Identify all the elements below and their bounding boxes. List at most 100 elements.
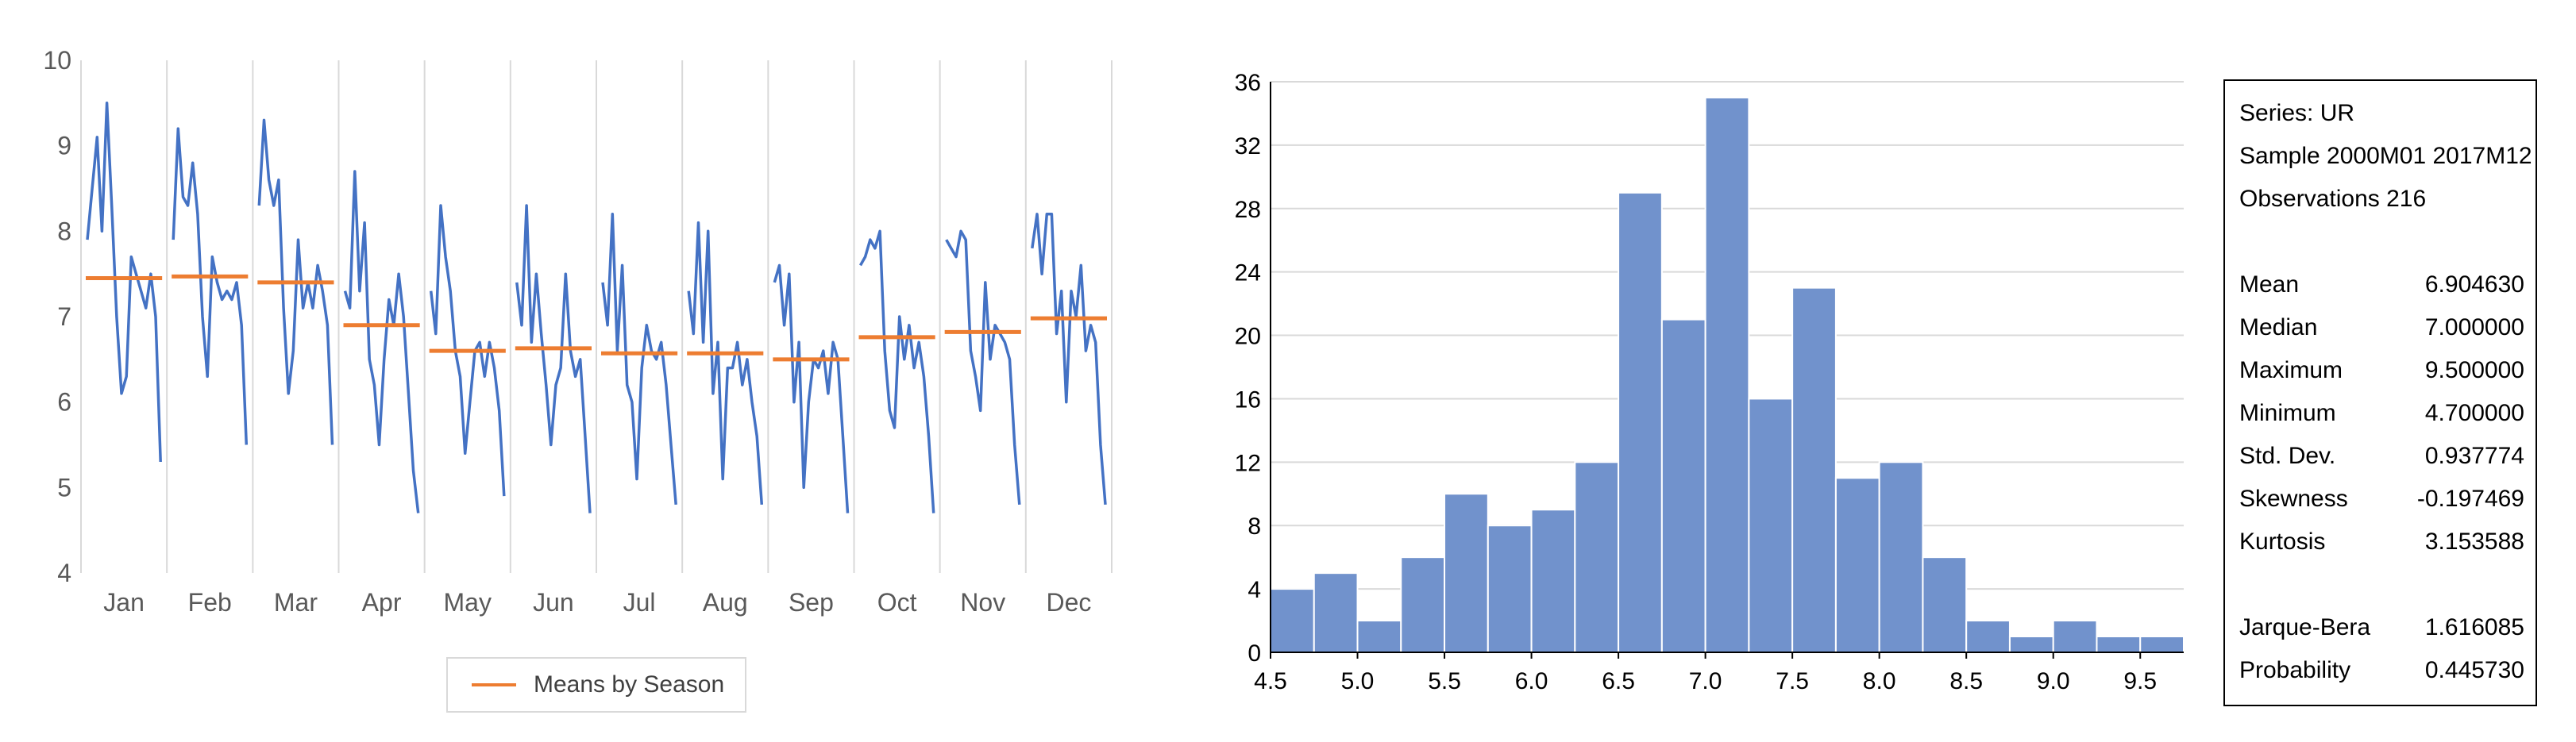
series-line-feb [172,127,249,445]
x-tick-label: Dec [1046,588,1091,617]
histogram-bar [1834,477,1880,653]
x-tick-label: 6.5 [1602,668,1635,694]
histogram-bar [2052,620,2098,653]
y-tick-label: 16 [1235,386,1261,413]
series-line-mar [257,118,334,445]
histogram-bar [1704,96,1750,653]
stats-row-maximum: Maximum 9.500000 [2239,349,2524,392]
x-tick-label: 9.0 [2037,668,2070,694]
stats-value: 7.000000 [2424,314,2524,340]
x-tick-label: 8.0 [1863,668,1896,694]
stats-value: 6.904630 [2424,271,2524,298]
x-tick-label: Oct [877,588,917,617]
stats-label: Mean [2239,271,2300,298]
stats-label: Probability [2239,657,2351,683]
y-tick-label: 36 [1235,70,1261,96]
stats-spacer [2239,563,2524,606]
histogram-bar [2008,636,2054,653]
histogram-bar [1618,191,1663,654]
chart-legend: Means by Season [446,657,746,713]
histogram-bar [1922,556,1968,654]
histogram-bar [1313,572,1359,654]
x-tick-label: 7.5 [1776,668,1809,694]
series-line-jan [86,102,162,463]
series-line-jul [601,213,677,506]
y-tick-label: 12 [1235,450,1261,476]
x-tick-label: 5.0 [1341,668,1375,694]
stats-row-kurtosis: Kurtosis 3.153588 [2239,521,2524,563]
histogram-bar [2096,636,2142,653]
histogram-bar [1791,286,1837,653]
y-tick-label: 24 [1235,260,1261,286]
stats-series: Series: UR [2239,100,2355,126]
y-tick-label: 20 [1235,324,1261,350]
series-line-apr [343,170,420,513]
x-tick-label: Jun [533,588,574,617]
x-tick-label: Jan [103,588,145,617]
y-tick-label: 28 [1235,197,1261,223]
series-line-nov [945,229,1021,506]
stats-value: 0.445730 [2424,657,2524,683]
x-tick-label: 9.5 [2123,668,2157,694]
x-tick-label: Nov [960,588,1005,617]
stats-label: Kurtosis [2239,529,2326,555]
stats-row-median: Median 7.000000 [2239,306,2524,349]
legend-label-means: Means by Season [534,671,725,698]
stats-label: Median [2239,314,2318,340]
series-line-jun [515,204,592,513]
stats-label: Minimum [2239,400,2336,426]
x-tick-label: 7.0 [1689,668,1722,694]
stats-row-minimum: Minimum 4.700000 [2239,392,2524,435]
histogram-bar [1487,525,1533,653]
histogram-bar [2139,636,2185,653]
y-tick-label: 32 [1235,133,1261,160]
stats-value: -0.197469 [2416,486,2524,512]
x-tick-label: Sep [789,588,834,617]
stats-value: 1.616085 [2424,614,2524,640]
stats-value: 3.153588 [2424,529,2524,555]
y-tick-label: 8 [57,217,71,245]
series-line-sep [773,263,850,513]
stats-spacer [2239,221,2524,263]
stats-label: Jarque-Bera [2239,614,2371,640]
histogram-bar [1356,620,1402,653]
series-line-oct [858,229,935,513]
histogram-bar [1530,509,1576,653]
histogram-bar [1878,461,1924,653]
histogram-chart: 0 4 8 12 16 20 24 28 32 36 4.5 5.0 5.5 6.0 6.5 7.0 7.5 8.… [1235,70,2185,694]
histogram-bar [1574,461,1620,653]
y-tick-label: 10 [43,46,71,75]
stats-label: Maximum [2239,357,2343,383]
x-tick-label: Mar [274,588,318,617]
series-line-dec [1031,213,1107,506]
histogram-bar [1965,620,2011,653]
stats-label: Skewness [2239,486,2348,512]
legend-swatch-means [472,683,516,686]
y-tick-label: 6 [57,388,71,417]
stats-row-mean: Mean 6.904630 [2239,263,2524,306]
stats-label: Std. Dev. [2239,443,2336,469]
x-tick-label: Feb [188,588,232,617]
histogram-bar [1270,588,1315,653]
series-line-may [429,204,506,497]
x-tick-label: 5.5 [1428,668,1461,694]
y-tick-label: 0 [1248,640,1261,667]
x-tick-label: Aug [703,588,748,617]
stats-row-probability: Probability 0.445730 [2239,649,2524,692]
seasonal-subseries-chart: 4 5 6 7 8 9 10 Jan Feb Mar Apr May Jun Jul Aug Sep Oct No… [43,46,1113,617]
y-tick-label: 4 [57,559,71,587]
stats-value: 0.937774 [2424,443,2524,469]
stats-row-std-dev: Std. Dev. 0.937774 [2239,435,2524,478]
x-tick-label: 6.0 [1515,668,1548,694]
stats-row-skewness: Skewness -0.197469 [2239,478,2524,521]
y-tick-label: 5 [57,473,71,502]
series-line-aug [687,221,764,506]
histogram-bar [1400,556,1446,654]
y-tick-label: 8 [1248,513,1261,540]
stats-row-jarque-bera: Jarque-Bera 1.616085 [2239,606,2524,649]
y-tick-label: 4 [1248,577,1261,603]
x-tick-label: Apr [362,588,402,617]
stats-observations: Observations 216 [2239,186,2427,212]
x-tick-label: 4.5 [1254,668,1287,694]
x-tick-label: May [444,588,492,617]
